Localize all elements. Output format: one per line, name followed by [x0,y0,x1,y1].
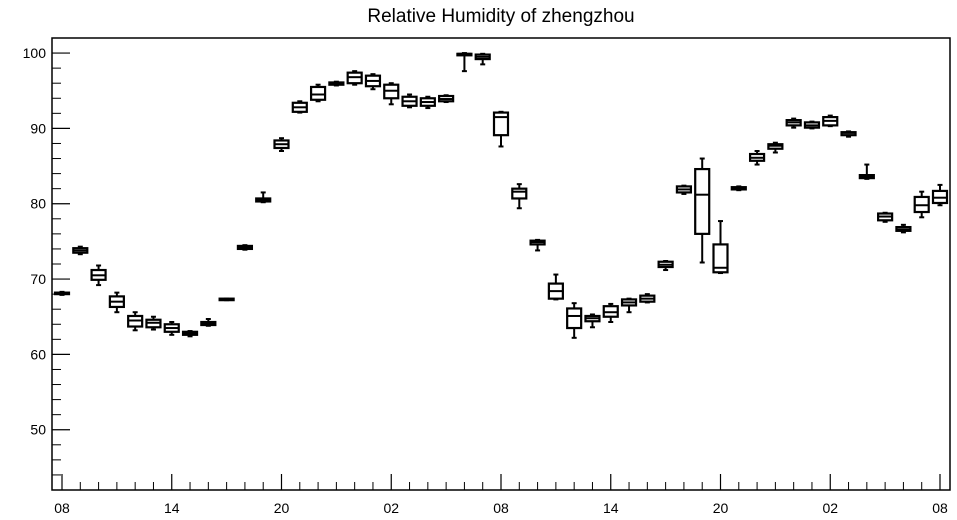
box-27 [547,273,564,301]
box-37 [730,185,747,192]
plot-frame [51,37,951,491]
box-26 [529,238,546,252]
x-tick-label: 02 [383,500,399,516]
box-16 [346,70,363,86]
box-22 [456,52,473,73]
plot-axes: 50 60 70 80 90 100 08 14 20 02 08 14 20 02 08 [23,37,951,516]
box-5 [145,315,162,331]
box-20 [419,95,436,110]
y-tick-label: 90 [30,120,46,136]
iqr-box [511,187,528,200]
box-9 [218,297,235,302]
x-tick-label: 08 [932,500,948,516]
box-47 [913,190,930,219]
y-tick-label: 50 [30,422,46,438]
x-tick-label: 14 [164,500,180,516]
box-24 [492,110,510,148]
box-1 [72,245,89,256]
box-25 [511,183,528,210]
box-23 [474,52,491,66]
box-31 [620,297,638,314]
box-7 [181,330,199,338]
box-41 [803,120,821,130]
box-34 [675,184,693,195]
box-6 [163,321,180,336]
x-tick-label: 02 [822,500,838,516]
x-tick-label: 20 [274,500,290,516]
box-17 [364,73,382,91]
box-28 [566,302,583,339]
box-8 [200,317,217,327]
box-12 [273,137,290,152]
box-30 [602,302,619,324]
box-42 [822,114,839,128]
box-series [53,52,949,339]
iqr-box [694,167,711,235]
box-44 [858,163,875,180]
y-tick-label: 60 [30,346,46,362]
box-48 [931,183,949,207]
y-tick-label: 70 [30,271,46,287]
box-18 [383,82,400,106]
box-33 [657,259,674,272]
box-29 [584,313,601,329]
box-40 [785,117,802,129]
box-0 [53,290,71,296]
box-21 [438,94,455,104]
x-tick-label: 08 [493,500,509,516]
box-39 [767,141,784,154]
y-tick-label: 100 [23,45,47,61]
box-13 [291,100,308,114]
box-15 [328,80,345,87]
x-tick-label: 20 [713,500,729,516]
x-tick-label: 14 [603,500,619,516]
iqr-box [566,307,583,330]
iqr-box [492,111,510,137]
box-43 [840,130,857,138]
box-35 [694,157,711,264]
box-19 [401,93,418,109]
box-2 [90,264,107,287]
chart-title: Relative Humidity of zhengzhou [367,6,634,27]
box-3 [108,291,125,314]
iqr-box [712,243,729,274]
x-tick-label: 08 [54,500,70,516]
box-45 [877,211,894,223]
y-tick-label: 80 [30,196,46,212]
box-11 [255,191,272,204]
box-4 [127,311,144,332]
box-36 [712,220,729,275]
box-14 [309,83,327,103]
box-10 [236,244,254,251]
box-38 [748,150,766,166]
iqr-box [309,85,327,101]
box-46 [895,223,912,234]
box-32 [639,293,656,304]
